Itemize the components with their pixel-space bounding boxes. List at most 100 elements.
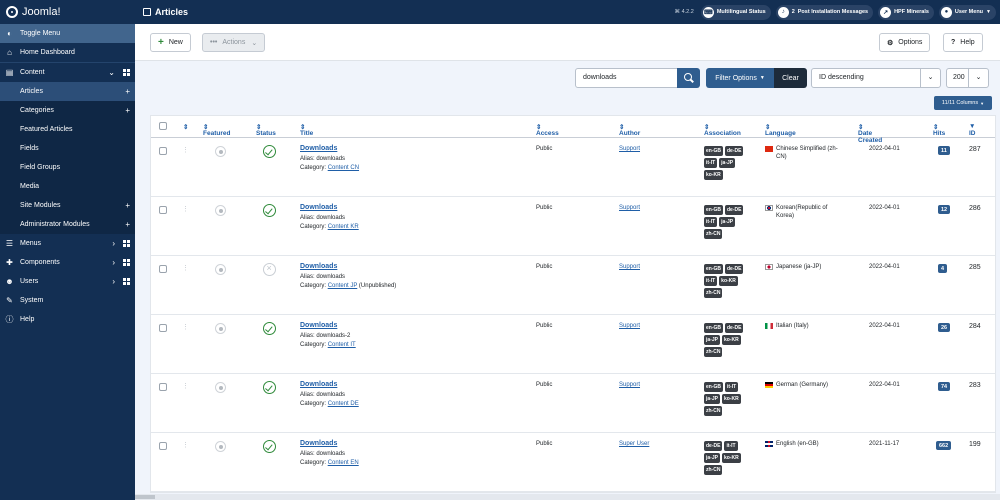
- dashboard-grid-icon[interactable]: [123, 69, 130, 76]
- article-title-link[interactable]: Downloads: [300, 145, 338, 152]
- sidebar-item-articles[interactable]: Articles +: [0, 82, 135, 101]
- drag-handle-icon[interactable]: ⋮: [182, 206, 189, 213]
- association-badge[interactable]: ja-JP: [704, 335, 720, 345]
- association-badge[interactable]: zh-CN: [704, 347, 723, 357]
- association-badge[interactable]: de-DE: [725, 205, 744, 215]
- column-header-author[interactable]: Author ⇕: [619, 124, 641, 137]
- plus-icon[interactable]: +: [125, 106, 130, 115]
- article-title-link[interactable]: Downloads: [300, 204, 338, 211]
- association-badge[interactable]: zh-CN: [704, 406, 723, 416]
- sidebar-item-fields[interactable]: Fields: [0, 139, 135, 158]
- row-checkbox[interactable]: [159, 383, 167, 391]
- sidebar-item-field-groups[interactable]: Field Groups: [0, 158, 135, 177]
- association-badge[interactable]: it-IT: [704, 276, 718, 286]
- site-link-button[interactable]: ↗ HPF Minerals: [878, 4, 934, 20]
- actions-button[interactable]: ••• Actions ⌄: [202, 33, 266, 52]
- column-header-access[interactable]: Access ⇕: [536, 124, 559, 137]
- category-link[interactable]: Content JP: [327, 283, 358, 289]
- sidebar-item-categories[interactable]: Categories +: [0, 101, 135, 120]
- post-installation-messages-button[interactable]: ♪ 2 Post Installation Messages: [775, 4, 874, 20]
- published-status-icon[interactable]: [263, 381, 276, 394]
- sidebar-item-media[interactable]: Media: [0, 177, 135, 196]
- author-link[interactable]: Support: [619, 146, 641, 152]
- help-button[interactable]: ? Help: [943, 33, 983, 52]
- category-link[interactable]: Content KR: [327, 224, 359, 230]
- association-badge[interactable]: de-DE: [725, 264, 744, 274]
- association-badge[interactable]: ko-KR: [721, 394, 741, 404]
- sidebar-item-content[interactable]: ▤ Content ⌄: [0, 63, 135, 82]
- drag-handle-icon[interactable]: ⋮: [182, 383, 189, 390]
- association-badge[interactable]: ja-JP: [704, 453, 720, 463]
- featured-toggle-icon[interactable]: [215, 205, 226, 216]
- unpublished-status-icon[interactable]: [263, 263, 276, 276]
- sidebar-item-users[interactable]: ☻ Users ›: [0, 272, 135, 291]
- association-badge[interactable]: en-GB: [704, 146, 723, 156]
- multilingual-status-button[interactable]: ⌨ Multilingual Status: [700, 4, 771, 20]
- author-link[interactable]: Support: [619, 323, 641, 329]
- chevron-right-icon[interactable]: ›: [112, 258, 115, 267]
- drag-handle-icon[interactable]: ⋮: [182, 442, 189, 449]
- chevron-right-icon[interactable]: ›: [112, 277, 115, 286]
- sort-select[interactable]: ID descending ⌄: [811, 68, 941, 88]
- chevron-right-icon[interactable]: ›: [112, 239, 115, 248]
- association-badge[interactable]: zh-CN: [704, 229, 723, 239]
- sidebar-item-components[interactable]: ✚ Components ›: [0, 253, 135, 272]
- association-badge[interactable]: ko-KR: [721, 453, 741, 463]
- association-badge[interactable]: ja-JP: [719, 158, 736, 168]
- association-badge[interactable]: en-GB: [704, 264, 723, 274]
- author-link[interactable]: Super User: [619, 441, 650, 447]
- row-checkbox[interactable]: [159, 206, 167, 214]
- select-all-checkbox[interactable]: [159, 122, 167, 130]
- association-badge[interactable]: ja-JP: [719, 217, 736, 227]
- horizontal-scrollbar[interactable]: [135, 494, 1000, 500]
- article-title-link[interactable]: Downloads: [300, 322, 338, 329]
- category-link[interactable]: Content IT: [327, 342, 356, 348]
- featured-toggle-icon[interactable]: [215, 441, 226, 452]
- sidebar-item-system[interactable]: ✎ System: [0, 291, 135, 310]
- association-badge[interactable]: en-GB: [704, 382, 723, 392]
- column-header-title[interactable]: Title ⇕: [300, 124, 314, 137]
- article-title-link[interactable]: Downloads: [300, 440, 338, 447]
- column-header-hits[interactable]: Hits ⇕: [933, 124, 946, 137]
- association-badge[interactable]: it-IT: [725, 382, 739, 392]
- article-title-link[interactable]: Downloads: [300, 381, 338, 388]
- search-input[interactable]: downloads: [575, 68, 679, 88]
- category-link[interactable]: Content DE: [327, 401, 359, 407]
- author-link[interactable]: Support: [619, 264, 641, 270]
- association-badge[interactable]: en-GB: [704, 205, 723, 215]
- column-header-date-created[interactable]: Date Created ⇕: [858, 124, 883, 144]
- drag-handle-icon[interactable]: ⋮: [182, 147, 189, 154]
- category-link[interactable]: Content EN: [327, 460, 359, 466]
- published-status-icon[interactable]: [263, 440, 276, 453]
- featured-toggle-icon[interactable]: [215, 146, 226, 157]
- joomla-logo[interactable]: Joomla!: [0, 0, 135, 24]
- category-link[interactable]: Content CN: [327, 165, 360, 171]
- association-badge[interactable]: it-IT: [704, 158, 718, 168]
- association-badge[interactable]: ko-KR: [721, 335, 741, 345]
- column-header-id[interactable]: ID ▼: [969, 123, 976, 137]
- association-badge[interactable]: ko-KR: [719, 276, 738, 286]
- sidebar-item-site-modules[interactable]: Site Modules +: [0, 196, 135, 215]
- association-badge[interactable]: it-IT: [704, 217, 718, 227]
- dashboard-grid-icon[interactable]: [123, 240, 130, 247]
- association-badge[interactable]: de-DE: [704, 441, 723, 451]
- limit-select[interactable]: 200 ⌄: [946, 68, 989, 88]
- options-button[interactable]: ⚙ Options: [879, 33, 931, 52]
- association-badge[interactable]: ja-JP: [704, 394, 720, 404]
- column-header-status[interactable]: Status ⇕: [256, 124, 276, 137]
- published-status-icon[interactable]: [263, 145, 276, 158]
- association-badge[interactable]: de-DE: [725, 146, 744, 156]
- columns-button[interactable]: 11/11 Columns ▼: [934, 96, 992, 110]
- association-badge[interactable]: it-IT: [724, 441, 738, 451]
- author-link[interactable]: Support: [619, 205, 641, 211]
- sidebar-item-administrator-modules[interactable]: Administrator Modules +: [0, 215, 135, 234]
- sidebar-item-help[interactable]: ⓘ Help: [0, 310, 135, 329]
- dashboard-grid-icon[interactable]: [123, 259, 130, 266]
- association-badge[interactable]: en-GB: [704, 323, 723, 333]
- plus-icon[interactable]: +: [125, 201, 130, 210]
- column-header-featured[interactable]: Featured ⇕: [203, 124, 231, 137]
- association-badge[interactable]: ko-KR: [704, 170, 723, 180]
- association-badge[interactable]: de-DE: [725, 323, 744, 333]
- column-header-language[interactable]: Language ⇕: [765, 124, 796, 137]
- association-badge[interactable]: zh-CN: [704, 465, 723, 475]
